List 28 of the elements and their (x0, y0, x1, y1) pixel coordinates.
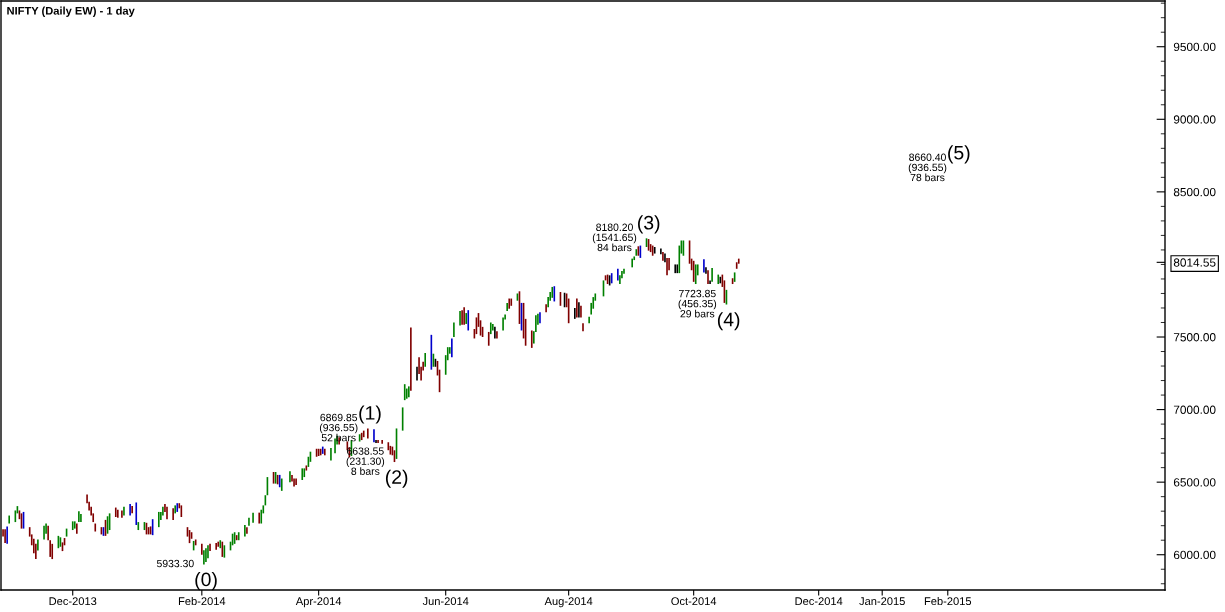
annotation: (3) (638, 215, 660, 234)
x-tick-label: Oct-2014 (671, 597, 717, 606)
y-tick-label: 8014.55 (1173, 258, 1216, 267)
annotation: (1) (359, 405, 381, 424)
x-tick-label: Apr-2014 (295, 597, 342, 608)
annotation: 8660.40 (936.55) 78 bars (908, 153, 947, 182)
x-tick-label: Jun-2014 (422, 597, 469, 606)
x-tick-label: Feb-2015 (924, 596, 972, 606)
y-tick-label: 7000.00 (1173, 405, 1216, 414)
x-tick-label: Feb-2014 (178, 596, 226, 606)
y-tick-label: 8500.00 (1173, 187, 1216, 197)
y-tick-label: 9000.00 (1173, 115, 1216, 124)
x-tick-label: Aug-2014 (544, 597, 593, 608)
annotation: 5933.30 (156, 559, 194, 568)
annotation: (0) (195, 572, 217, 591)
y-tick-label: 6500.00 (1173, 478, 1216, 487)
y-tick-label: 6000.00 (1173, 550, 1216, 560)
y-tick-label: 7500.00 (1173, 333, 1216, 342)
annotation: (5) (948, 145, 970, 164)
x-tick-label: Dec-2014 (795, 597, 843, 606)
y-tick-label: 9500.00 (1173, 42, 1216, 52)
x-tick-label: Jan-2015 (859, 597, 905, 606)
x-tick-label: Dec-2013 (49, 597, 97, 606)
annotation: 8180.20 (1541.65) 84 bars (592, 223, 637, 252)
annotation: 7723.85 (456.35) 29 bars (678, 289, 717, 318)
annotation: (4) (717, 312, 740, 331)
chart-title: NIFTY (Daily EW) - 1 day (7, 6, 135, 17)
annotation: (2) (385, 469, 408, 488)
